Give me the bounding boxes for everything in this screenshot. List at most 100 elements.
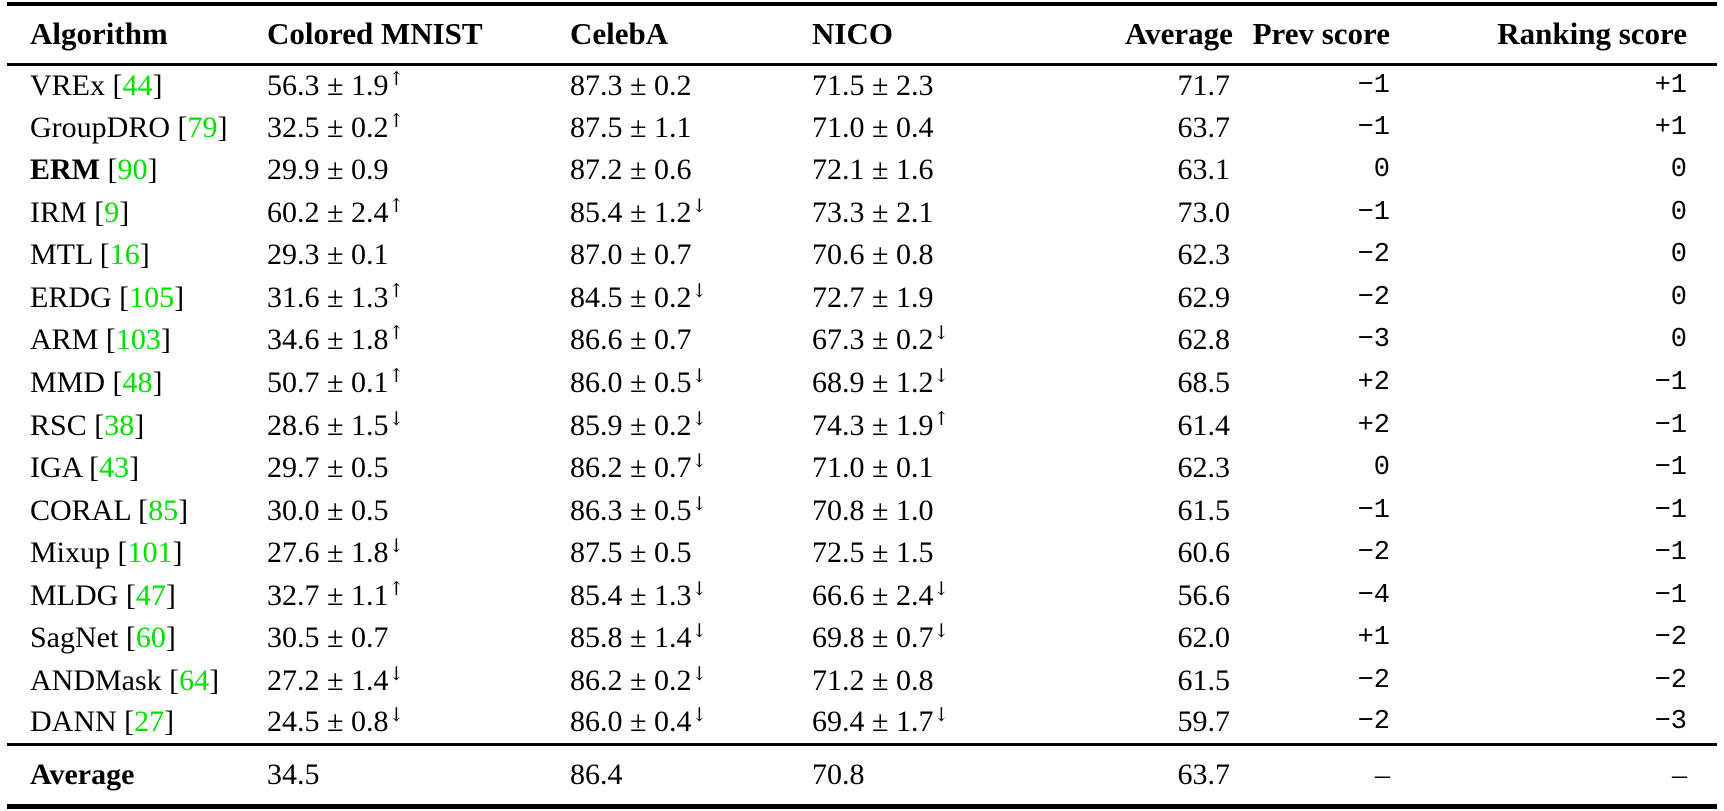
average-value: 62.9	[1177, 280, 1231, 314]
colored-mnist-value: 50.7 ± 0.1	[267, 365, 389, 399]
colored-mnist-value-cell: 28.6 ± 1.5↓	[267, 404, 570, 447]
nico-value: 72.1 ± 1.6	[812, 153, 934, 187]
nico-value: 72.5 ± 1.5	[812, 536, 934, 570]
average-value: 62.3	[1177, 238, 1231, 272]
down-arrow-icon: ↓	[933, 364, 950, 387]
citation-link[interactable]: 64	[179, 663, 210, 697]
citation-link[interactable]: 27	[134, 705, 165, 739]
average-value: 61.4	[1177, 408, 1231, 442]
table-row: ERDG [105] 31.6 ± 1.3↑ 84.5 ± 0.2↓ 72.7 ± 1…	[7, 277, 1717, 320]
algorithm-name: IGA	[30, 451, 82, 485]
col-header-average: Average	[1125, 4, 1233, 66]
prev-score-value: 0	[1373, 155, 1390, 186]
algorithm-name: MLDG	[30, 578, 119, 612]
ranking-score-value: 0	[1670, 197, 1687, 228]
citation-link[interactable]: 44	[122, 69, 153, 103]
nico-value-cell: 72.1 ± 1.6	[812, 149, 1125, 192]
table-row: DANN [27] 24.5 ± 0.8↓ 86.0 ± 0.4↓ 69.4 ± 1.…	[7, 702, 1717, 745]
average-nico: 70.8	[812, 743, 1125, 807]
ranking-score-value: +1	[1654, 112, 1687, 143]
header-row: Algorithm Colored MNIST CelebA NICO Aver…	[7, 4, 1717, 66]
average-value: 56.6	[1177, 578, 1231, 612]
colored-mnist-value-cell: 30.5 ± 0.7	[267, 617, 570, 660]
citation-link[interactable]: 16	[109, 238, 140, 272]
algorithm-cell: DANN [27]	[30, 705, 175, 739]
ranking-score-value: 0	[1670, 240, 1687, 271]
prev-score-value: −2	[1357, 707, 1390, 738]
citation-link[interactable]: 79	[187, 110, 218, 144]
down-arrow-icon: ↓	[933, 322, 950, 345]
results-table: Algorithm Colored MNIST CelebA NICO Aver…	[7, 2, 1717, 809]
average-value: 73.0	[1177, 195, 1231, 229]
celeba-value-cell: 86.2 ± 0.2↓	[570, 659, 812, 702]
celeba-value: 87.2 ± 0.6	[570, 153, 692, 187]
celeba-value: 86.0 ± 0.4	[570, 705, 692, 739]
celeba-value-cell: 87.0 ± 0.7	[570, 234, 812, 277]
col-header-algorithm: Algorithm	[7, 4, 267, 66]
citation-link[interactable]: 103	[115, 323, 161, 357]
citation-link[interactable]: 60	[135, 621, 166, 655]
colored-mnist-value: 60.2 ± 2.4	[267, 195, 389, 229]
ranking-score-value: 0	[1670, 282, 1687, 313]
citation-link[interactable]: 47	[135, 578, 166, 612]
citation-link[interactable]: 48	[122, 365, 153, 399]
citation-link[interactable]: 90	[117, 153, 148, 187]
citation-link[interactable]: 85	[148, 493, 179, 527]
colored-mnist-value-cell: 31.6 ± 1.3↑	[267, 277, 570, 320]
colored-mnist-value: 29.3 ± 0.1	[267, 238, 389, 272]
algorithm-name: MMD	[30, 365, 106, 399]
nico-value-cell: 66.6 ± 2.4↓	[812, 574, 1125, 617]
colored-mnist-value-cell: 50.7 ± 0.1↑	[267, 362, 570, 405]
citation-link[interactable]: 43	[99, 451, 130, 485]
average-value: 60.6	[1177, 536, 1231, 570]
celeba-value-cell: 87.2 ± 0.6	[570, 149, 812, 192]
colored-mnist-value: 32.5 ± 0.2	[267, 110, 389, 144]
algorithm-cell: SagNet [60]	[30, 621, 176, 655]
prev-score-value: −1	[1357, 495, 1390, 526]
celeba-value-cell: 86.0 ± 0.4↓	[570, 702, 812, 745]
down-arrow-icon: ↓	[691, 364, 708, 387]
nico-value: 71.0 ± 0.1	[812, 451, 934, 485]
average-summary-row: Average 34.5 86.4 70.8 63.7 – –	[7, 743, 1717, 807]
ranking-score-value: −1	[1654, 367, 1687, 398]
table-row: RSC [38] 28.6 ± 1.5↓ 85.9 ± 0.2↓ 74.3 ± 1.9…	[7, 404, 1717, 447]
celeba-value-cell: 84.5 ± 0.2↓	[570, 277, 812, 320]
down-arrow-icon: ↓	[691, 704, 708, 727]
citation-link[interactable]: 38	[104, 408, 135, 442]
average-prev-score-dash: –	[1230, 743, 1390, 807]
average-value: 71.7	[1177, 69, 1231, 103]
citation-link[interactable]: 105	[129, 280, 175, 314]
colored-mnist-value-cell: 30.0 ± 0.5	[267, 489, 570, 532]
nico-value: 70.8 ± 1.0	[812, 493, 934, 527]
celeba-value-cell: 86.6 ± 0.7	[570, 319, 812, 362]
down-arrow-icon: ↓	[691, 450, 708, 473]
nico-value: 71.2 ± 0.8	[812, 663, 934, 697]
colored-mnist-value: 24.5 ± 0.8	[267, 705, 389, 739]
colored-mnist-value-cell: 60.2 ± 2.4↑	[267, 192, 570, 235]
colored-mnist-value: 30.0 ± 0.5	[267, 493, 389, 527]
average-value: 61.5	[1177, 493, 1231, 527]
average-value: 59.7	[1177, 705, 1231, 739]
table-row: MLDG [47] 32.7 ± 1.1↑ 85.4 ± 1.3↓ 66.6 ± 2.…	[7, 574, 1717, 617]
ranking-score-value: −2	[1654, 665, 1687, 696]
citation-link[interactable]: 101	[127, 536, 173, 570]
table-row: MTL [16] 29.3 ± 0.1 87.0 ± 0.7 70.6 ± 0.8 62…	[7, 234, 1717, 277]
average-colored-mnist: 34.5	[267, 743, 570, 807]
citation-link[interactable]: 9	[104, 195, 120, 229]
prev-score-value: −4	[1357, 580, 1390, 611]
down-arrow-icon: ↓	[691, 194, 708, 217]
colored-mnist-value: 29.7 ± 0.5	[267, 451, 389, 485]
ranking-score-value: −1	[1654, 580, 1687, 611]
algorithm-name: ERDG	[30, 280, 112, 314]
prev-score-value: −1	[1357, 112, 1390, 143]
algorithm-cell: IGA [43]	[30, 451, 140, 485]
average-ranking-score-dash: –	[1390, 743, 1717, 807]
ranking-score-value: 0	[1670, 155, 1687, 186]
table-row: IGA [43] 29.7 ± 0.5 86.2 ± 0.7↓ 71.0 ± 0.1 6…	[7, 447, 1717, 490]
down-arrow-icon: ↓	[691, 279, 708, 302]
down-arrow-icon: ↓	[691, 492, 708, 515]
nico-value: 70.6 ± 0.8	[812, 238, 934, 272]
nico-value-cell: 71.2 ± 0.8	[812, 659, 1125, 702]
nico-value-cell: 71.0 ± 0.4	[812, 107, 1125, 150]
nico-value-cell: 73.3 ± 2.1	[812, 192, 1125, 235]
